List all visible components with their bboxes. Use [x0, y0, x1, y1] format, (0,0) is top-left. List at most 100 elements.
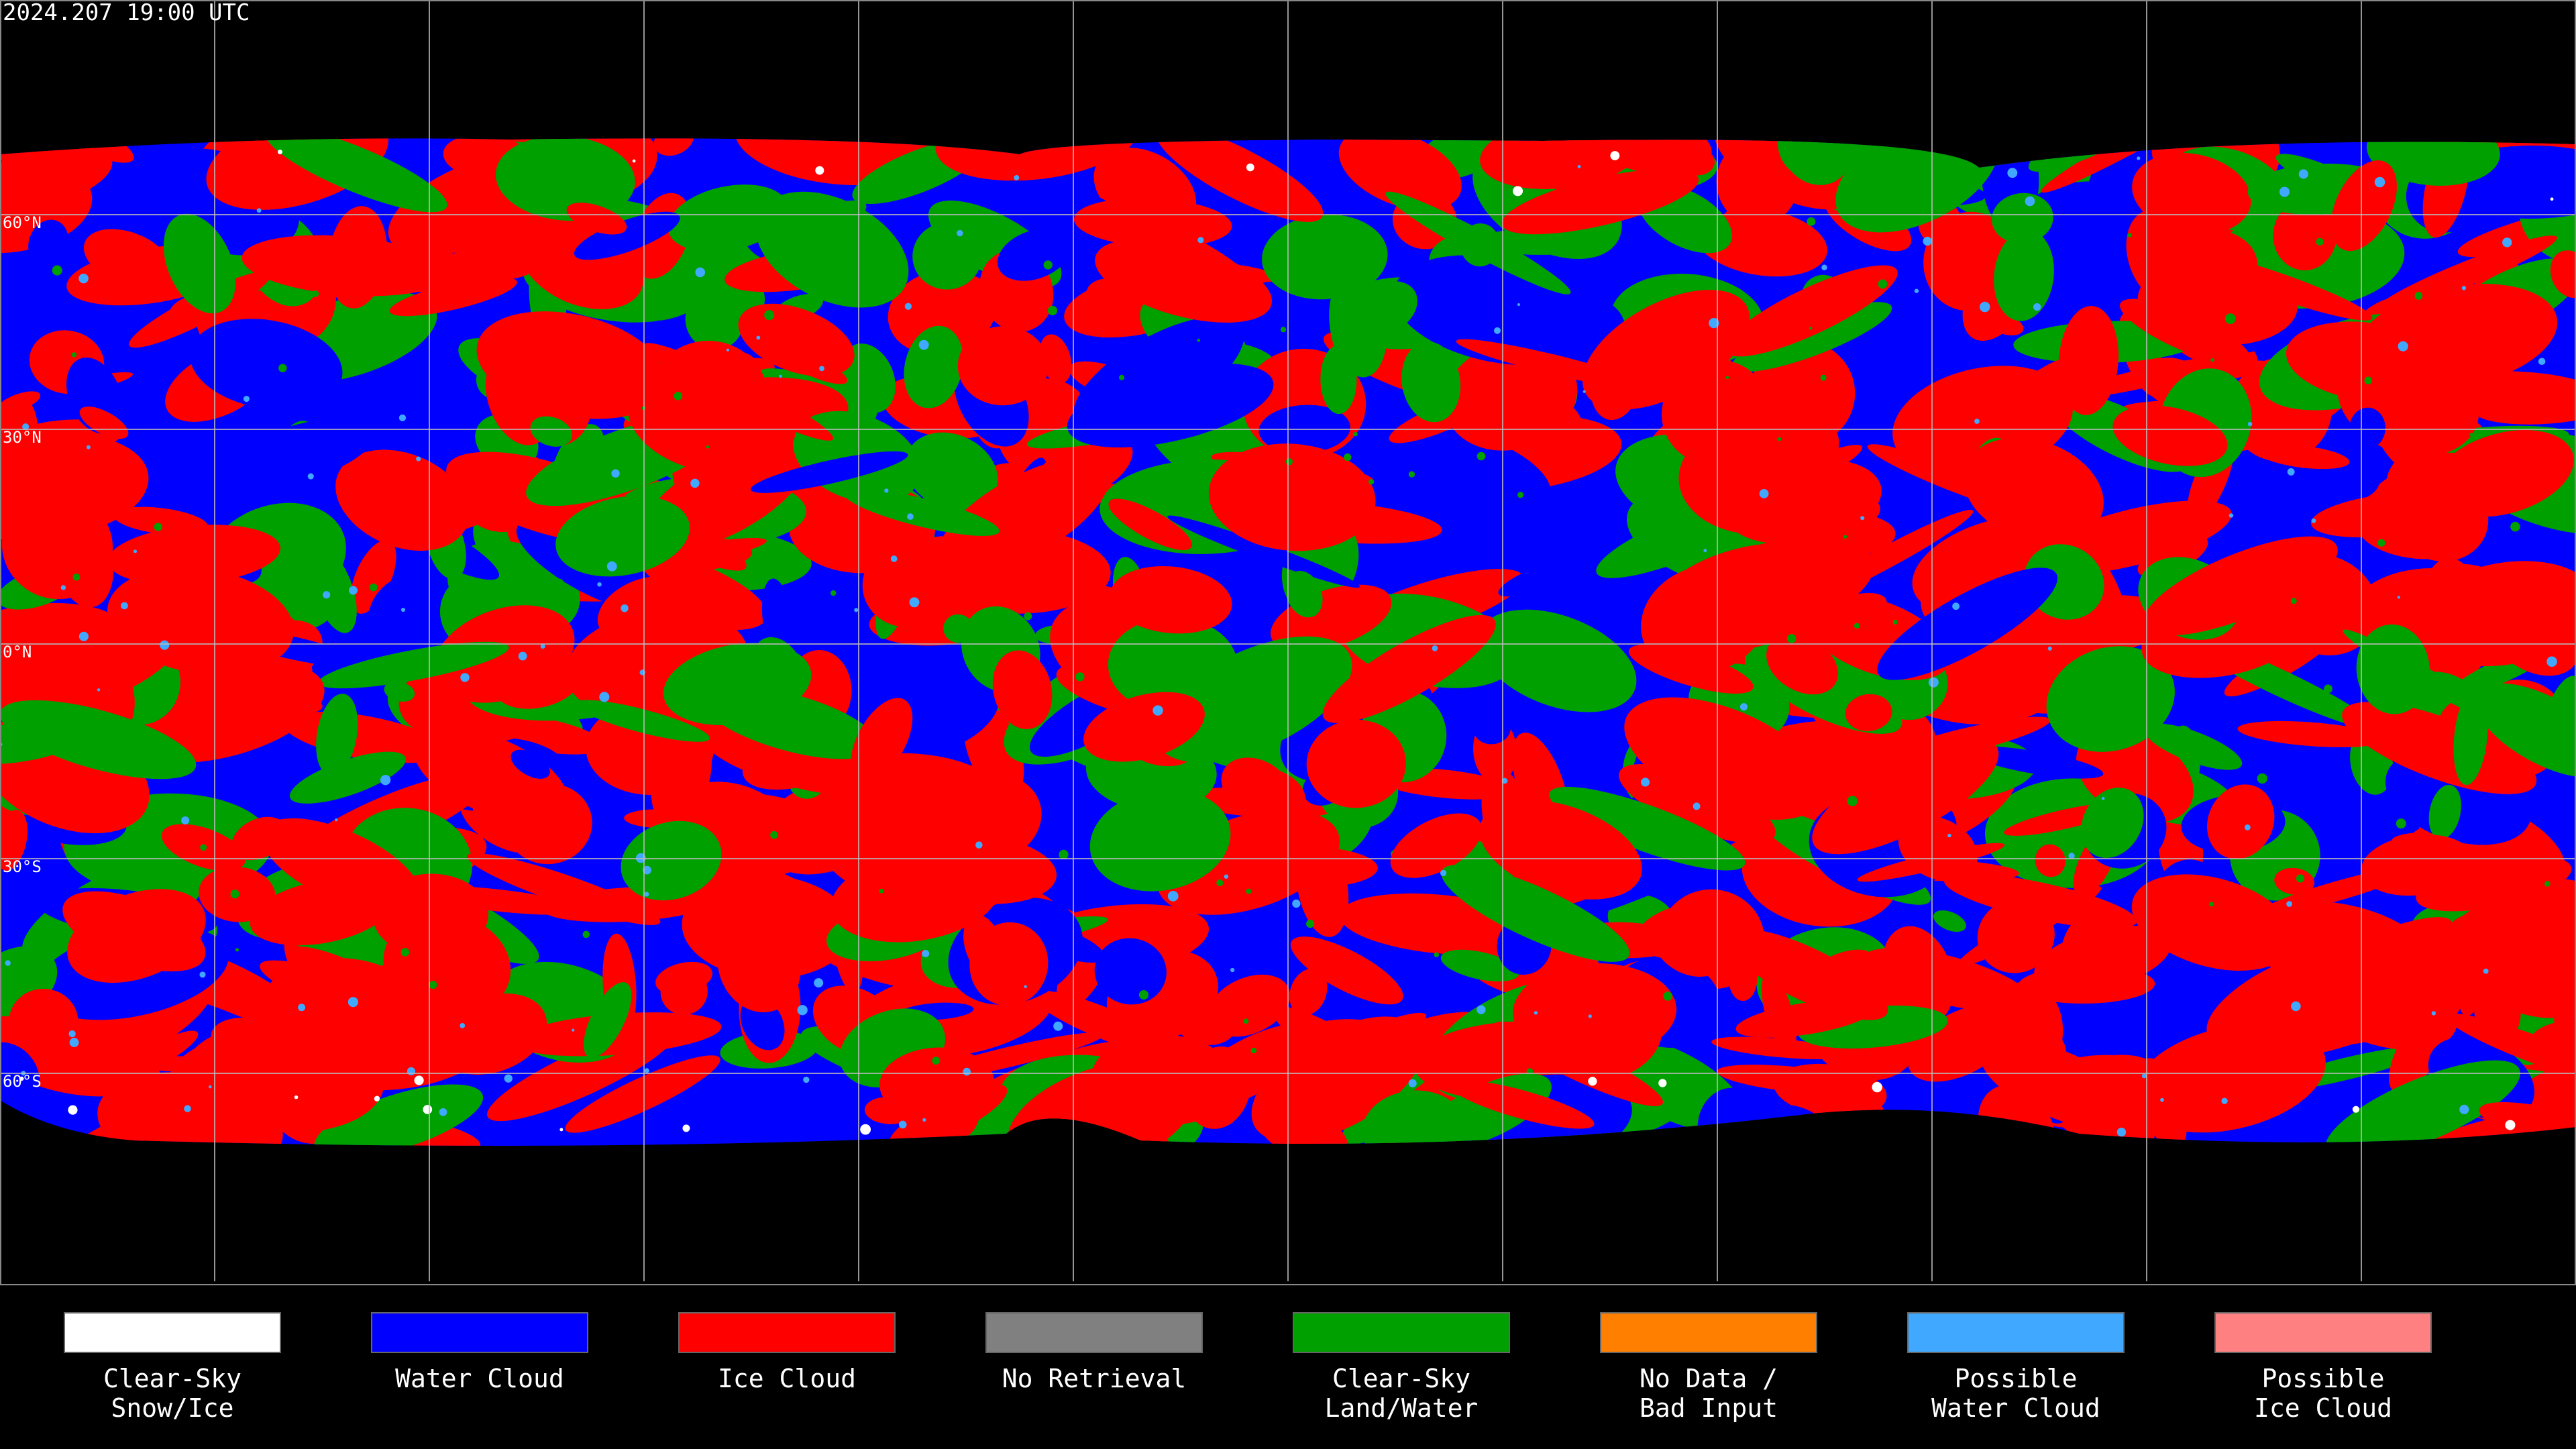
- speckle: [879, 888, 884, 894]
- speckle: [1928, 677, 1939, 688]
- cloud-patch: [494, 652, 584, 709]
- speckle: [133, 549, 138, 553]
- speckle: [1860, 516, 1865, 521]
- speckle: [19, 1076, 24, 1081]
- cloud-patch: [2550, 250, 2576, 299]
- cloud-patch: [286, 946, 409, 1013]
- speckle: [1641, 777, 1650, 787]
- speckle: [706, 445, 710, 449]
- cloud-patch: [1725, 265, 1898, 357]
- cloud-patch: [328, 206, 388, 309]
- cloud-patch: [1401, 341, 1461, 423]
- cloud-patch: [0, 1042, 40, 1120]
- cloud-patch: [2366, 138, 2500, 186]
- cloud-patch: [383, 912, 511, 1018]
- speckle: [2364, 376, 2373, 384]
- cloud-patch: [1156, 138, 1324, 222]
- speckle: [460, 1023, 466, 1028]
- speckle: [1477, 1005, 1486, 1014]
- speckle: [764, 310, 775, 321]
- cloud-patch: [660, 968, 708, 1015]
- legend-swatch: [1600, 1312, 1817, 1353]
- speckle: [2127, 233, 2132, 237]
- speckle: [1292, 899, 1301, 908]
- graticule: [0, 0, 2576, 1281]
- cloud-patch: [1390, 813, 1483, 878]
- speckle: [540, 643, 545, 649]
- cloud-patch: [730, 672, 802, 727]
- cloud-patch: [627, 363, 796, 474]
- speckle: [750, 722, 759, 731]
- speckle: [918, 339, 929, 350]
- cloud-patch: [2131, 874, 2294, 971]
- legend-label: Bad Input: [1640, 1393, 1778, 1423]
- speckle: [1246, 163, 1254, 172]
- cloud-patch: [1980, 1039, 2137, 1130]
- speckle: [68, 1105, 78, 1115]
- speckle: [243, 396, 250, 402]
- cloud-patch: [1277, 1087, 1311, 1146]
- cloud-patch: [250, 879, 394, 946]
- speckle: [1408, 471, 1415, 478]
- speckle: [1167, 890, 1179, 902]
- cloud-patch: [2207, 784, 2275, 859]
- cloud-patch: [1272, 1006, 1376, 1069]
- speckle: [2279, 186, 2290, 197]
- cloud-patch: [2451, 903, 2576, 1018]
- speckle: [2510, 521, 2520, 532]
- cloud-patch: [83, 229, 171, 288]
- speckle: [606, 561, 617, 572]
- speckle: [1477, 451, 1486, 461]
- speckle: [1440, 869, 1447, 877]
- speckle: [2546, 656, 2557, 667]
- speckle: [621, 722, 625, 727]
- speckle: [2287, 468, 2295, 476]
- cloud-patch: [651, 725, 712, 827]
- cloud-patch: [1994, 229, 2054, 321]
- speckle: [2209, 902, 2214, 907]
- speckle: [1243, 1018, 1249, 1024]
- cloud-patch: [2046, 646, 2175, 752]
- cloud-patch: [522, 335, 636, 377]
- cloud-patch: [9, 988, 78, 1054]
- cloud-patch: [1635, 901, 1751, 959]
- speckle: [2398, 341, 2408, 352]
- cloud-patch: [1083, 692, 1205, 762]
- speckle: [815, 166, 824, 175]
- cloud-patch: [2468, 859, 2500, 883]
- speckle: [1582, 390, 1586, 393]
- speckle: [2544, 881, 2551, 887]
- cloud-patch: [231, 816, 288, 861]
- speckle: [68, 1030, 76, 1038]
- cloud-patch: [717, 917, 801, 1013]
- cloud-patch: [597, 576, 687, 642]
- speckle: [1777, 437, 1782, 441]
- cloud-patch: [851, 698, 913, 784]
- speckle: [2025, 196, 2035, 207]
- speckle: [868, 376, 878, 386]
- speckle: [2286, 901, 2292, 907]
- speckle: [1246, 888, 1252, 894]
- cloud-patch: [2325, 1060, 2520, 1146]
- speckle: [1980, 301, 1990, 313]
- speckle: [72, 573, 80, 581]
- cloud-patch: [904, 325, 964, 409]
- speckle: [369, 583, 378, 592]
- cloud-patch: [555, 496, 690, 577]
- cloud-patch: [1877, 568, 2058, 680]
- speckle: [1658, 1079, 1667, 1087]
- speckle: [121, 602, 128, 610]
- speckle: [1043, 260, 1053, 270]
- speckle: [1588, 1077, 1597, 1086]
- speckle: [1280, 327, 1287, 333]
- speckle: [312, 290, 319, 297]
- speckle: [599, 692, 610, 702]
- cloud-patch: [1501, 168, 1699, 235]
- speckle: [611, 469, 620, 478]
- speckle: [1216, 879, 1224, 887]
- cloud-patch: [1222, 765, 1306, 821]
- speckle: [414, 869, 419, 873]
- cloud-patch: [888, 270, 996, 355]
- speckle: [1854, 623, 1860, 629]
- speckle: [2352, 1106, 2359, 1113]
